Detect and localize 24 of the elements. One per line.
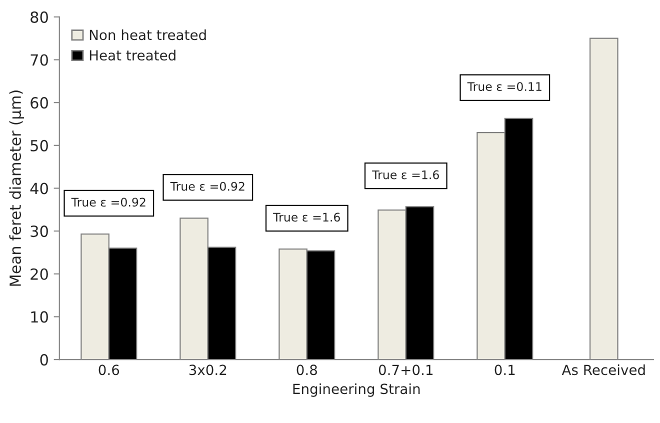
x-tick-label: 0.7+0.1: [378, 364, 433, 376]
x-tick-label: As Received: [562, 364, 645, 376]
y-tick-label: 80: [30, 11, 48, 23]
x-axis-title: Engineering Strain: [293, 383, 420, 397]
y-tick-label: 0: [40, 354, 48, 366]
x-tick-label: 3x0.2: [189, 364, 226, 376]
x-tick-label: 0.6: [98, 364, 120, 376]
y-tick-label: 10: [31, 311, 48, 323]
annotation: True ε =1.6: [372, 170, 439, 180]
y-tick-label: 50: [30, 140, 48, 152]
x-tick-label: 0.1: [494, 364, 515, 376]
legend-label: Heat treated: [90, 50, 176, 61]
y-tick-label: 60: [30, 97, 48, 109]
annotation: True ε =0.11: [467, 82, 542, 92]
x-tick-label: 0.8: [296, 364, 317, 376]
y-axis-title: Mean feret diameter (µm): [9, 90, 24, 286]
annotation: True ε =0.92: [71, 198, 146, 207]
annotation: True ε =1.6: [273, 212, 340, 222]
y-tick-label: 30: [30, 226, 48, 238]
legend-label: Non heat treated: [90, 29, 206, 40]
y-tick-label: 20: [30, 268, 48, 280]
y-tick-label: 40: [30, 182, 48, 194]
y-tick-label: 70: [30, 54, 48, 66]
annotation: True ε =0.92: [170, 182, 244, 191]
